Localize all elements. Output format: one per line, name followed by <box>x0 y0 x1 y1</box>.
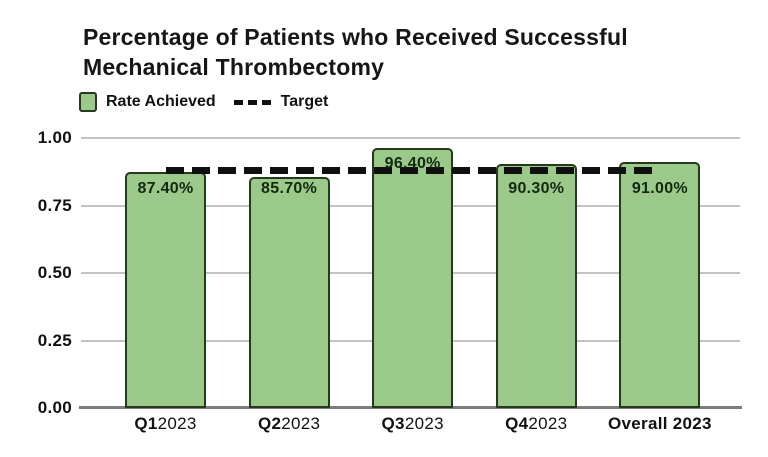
x-axis-label-Q22023: Q22023 <box>258 414 320 434</box>
y-axis-tick-0.75: 0.75 <box>37 196 72 215</box>
bar-value-label-Q12023: 87.40% <box>137 180 194 198</box>
y-axis-tick-0.25: 0.25 <box>37 331 72 350</box>
legend-label-rate-achieved: Rate Achieved <box>106 93 216 110</box>
x-label-year-part: 2023 <box>528 414 568 433</box>
bar-value-label-Q42023: 90.30% <box>508 180 565 198</box>
target-dash-icon <box>233 99 271 105</box>
x-label-bold-part: Overall 2023 <box>607 414 712 433</box>
bar-Q32023 <box>372 147 454 408</box>
bar-Q22023 <box>248 176 330 408</box>
x-label-bold-part: Q1 <box>134 414 158 433</box>
bar-Q42023 <box>495 164 577 408</box>
gridline-1.00 <box>81 137 740 139</box>
target-line <box>165 166 660 174</box>
chart-legend: Rate Achieved Target <box>79 90 328 114</box>
bar-Overall 2023 <box>619 162 701 408</box>
x-axis-label-Q12023: Q12023 <box>134 414 196 434</box>
x-label-bold-part: Q4 <box>505 414 529 433</box>
bar-value-label-Q22023: 85.70% <box>261 180 318 198</box>
y-axis-tick-1.00: 1.00 <box>37 128 72 147</box>
x-label-year-part: 2023 <box>404 414 444 433</box>
x-axis-label-Q32023: Q32023 <box>382 414 444 434</box>
bar-value-label-Q32023: 96.40% <box>384 154 441 172</box>
rate-achieved-swatch-icon <box>79 92 97 112</box>
y-axis-tick-0.00: 0.00 <box>37 398 72 417</box>
bar-value-label-Overall 2023: 91.00% <box>631 180 688 198</box>
x-label-year-part: 2023 <box>281 414 321 433</box>
y-axis-tick-0.50: 0.50 <box>37 263 72 282</box>
chart-title: Percentage of Patients who Received Succ… <box>83 24 628 80</box>
legend-label-target: Target <box>280 93 329 110</box>
x-axis-label-Overall 2023: Overall 2023 <box>608 414 712 434</box>
x-axis-label-Q42023: Q42023 <box>505 414 567 434</box>
x-label-bold-part: Q2 <box>257 414 282 433</box>
bar-Q12023 <box>125 172 206 408</box>
x-label-year-part: 2023 <box>157 414 197 433</box>
x-label-bold-part: Q3 <box>381 414 405 433</box>
